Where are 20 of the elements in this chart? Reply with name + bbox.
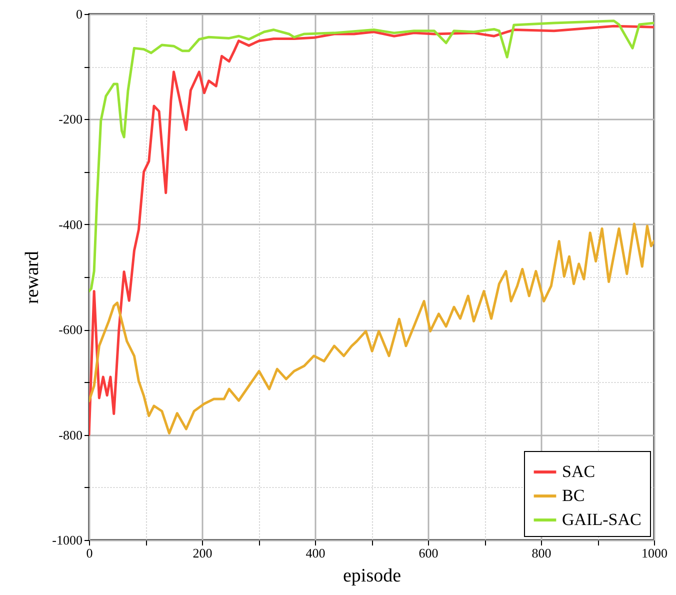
y-tick-label: -600 — [58, 322, 82, 338]
x-tick-label: 200 — [192, 546, 212, 560]
x-tick-label: 800 — [532, 546, 552, 560]
x-tick-label: 0 — [86, 546, 93, 560]
x-tick-label: 600 — [418, 546, 438, 560]
line-series — [89, 20, 654, 292]
y-axis-title: reward — [22, 250, 44, 304]
legend-label: BC — [562, 486, 585, 505]
line-series — [89, 24, 654, 436]
y-tick-label: -200 — [58, 112, 82, 127]
x-tick-label: 1000 — [642, 546, 668, 560]
y-tick-label: -400 — [58, 216, 82, 232]
y-tick-label: -800 — [58, 427, 82, 442]
y-tick-label: 0 — [76, 6, 82, 22]
x-tick-label: 400 — [306, 546, 326, 560]
line-series — [89, 222, 654, 434]
legend-label: SAC — [562, 462, 596, 481]
x-axis-title: episode — [342, 566, 402, 586]
legend-label: GAIL-SAC — [562, 510, 642, 529]
y-tick-label: -1000 — [52, 532, 82, 548]
